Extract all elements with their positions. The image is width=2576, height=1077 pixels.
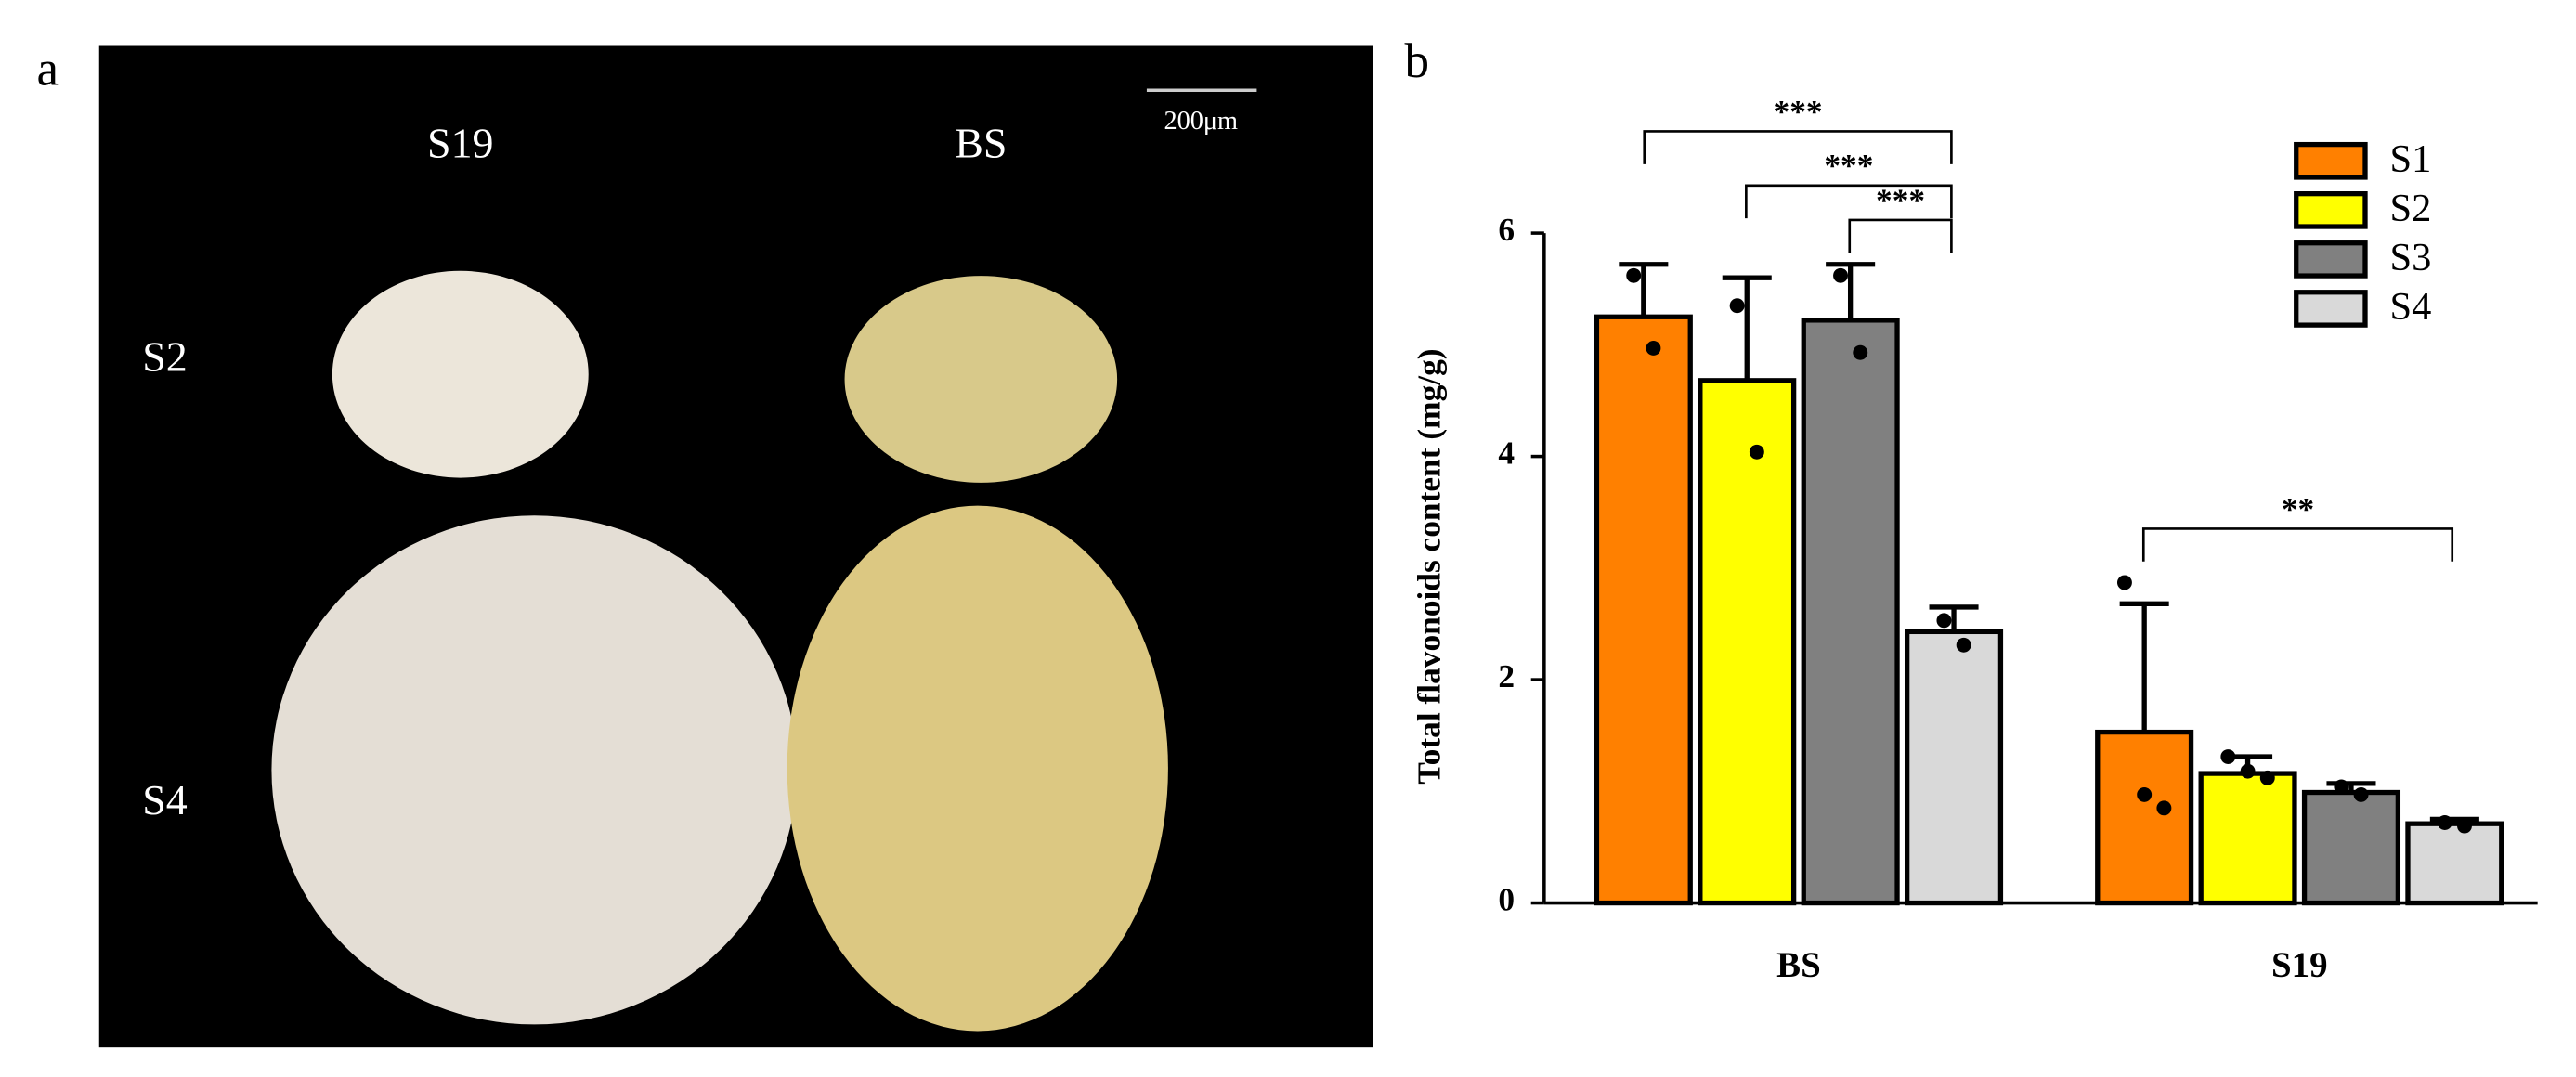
data-point <box>1626 267 1642 283</box>
data-point <box>2116 575 2132 590</box>
data-point <box>1749 444 1764 460</box>
data-point <box>2220 749 2236 764</box>
error-bar <box>2119 601 2169 733</box>
bar <box>1904 629 2004 906</box>
data-point <box>1646 340 1661 356</box>
significance-bracket <box>1643 130 1953 164</box>
data-point <box>1956 637 1971 653</box>
data-point <box>1853 344 1868 360</box>
error-bar <box>1722 275 1772 381</box>
data-point <box>2259 770 2275 785</box>
error-bar <box>1929 604 1979 632</box>
legend-label: S3 <box>2390 236 2432 279</box>
bar <box>2198 771 2297 906</box>
bar <box>1698 378 1797 906</box>
slice <box>332 270 589 478</box>
error-bar <box>1826 262 1876 320</box>
legend-label: S1 <box>2390 137 2432 181</box>
legend-swatch <box>2294 141 2368 180</box>
data-point <box>2353 786 2369 802</box>
y-tick-label: 2 <box>1498 657 1515 694</box>
bar <box>1594 314 1693 906</box>
significance-label: *** <box>1824 147 1873 184</box>
y-tick-label: 0 <box>1498 881 1515 918</box>
data-point <box>2240 763 2256 779</box>
significance-label: ** <box>2282 490 2314 527</box>
legend-swatch <box>2294 240 2368 279</box>
legend-swatch <box>2294 290 2368 328</box>
y-tick-label: 6 <box>1498 211 1515 248</box>
panel-label: a <box>37 43 59 97</box>
scale-label: 200μm <box>1164 107 1238 136</box>
panel-label: b <box>1405 34 1430 88</box>
y-tick-label: 4 <box>1498 435 1515 472</box>
bar <box>2301 789 2401 906</box>
x-tick-label: BS <box>1776 945 1821 985</box>
bar <box>2095 729 2194 906</box>
data-point <box>1936 613 1952 629</box>
data-point <box>2334 779 2349 795</box>
bar <box>2405 821 2504 906</box>
data-point <box>2457 818 2472 834</box>
significance-label: *** <box>1876 181 1925 218</box>
row-label: S2 <box>142 333 188 381</box>
error-bar <box>1619 262 1669 318</box>
significance-bracket <box>1745 184 1953 219</box>
column-label: BS <box>955 120 1007 167</box>
data-point <box>1833 267 1848 283</box>
legend-label: S2 <box>2390 187 2432 230</box>
legend-label: S4 <box>2390 285 2432 329</box>
slice <box>787 505 1168 1032</box>
significance-bracket <box>1848 218 1953 253</box>
slice <box>844 276 1118 483</box>
legend-swatch <box>2294 191 2368 229</box>
slice <box>271 515 798 1025</box>
data-point <box>2437 815 2452 830</box>
column-label: S19 <box>427 120 494 167</box>
data-point <box>2137 786 2153 802</box>
data-point <box>1729 298 1745 314</box>
significance-bracket <box>2141 527 2454 562</box>
bar <box>1801 318 1900 906</box>
y-axis-label: Total flavonoids content (mg/g) <box>1411 348 1448 784</box>
row-label: S4 <box>142 776 188 824</box>
data-point <box>2156 800 2172 816</box>
significance-label: *** <box>1774 93 1823 130</box>
x-tick-label: S19 <box>2271 945 2328 985</box>
